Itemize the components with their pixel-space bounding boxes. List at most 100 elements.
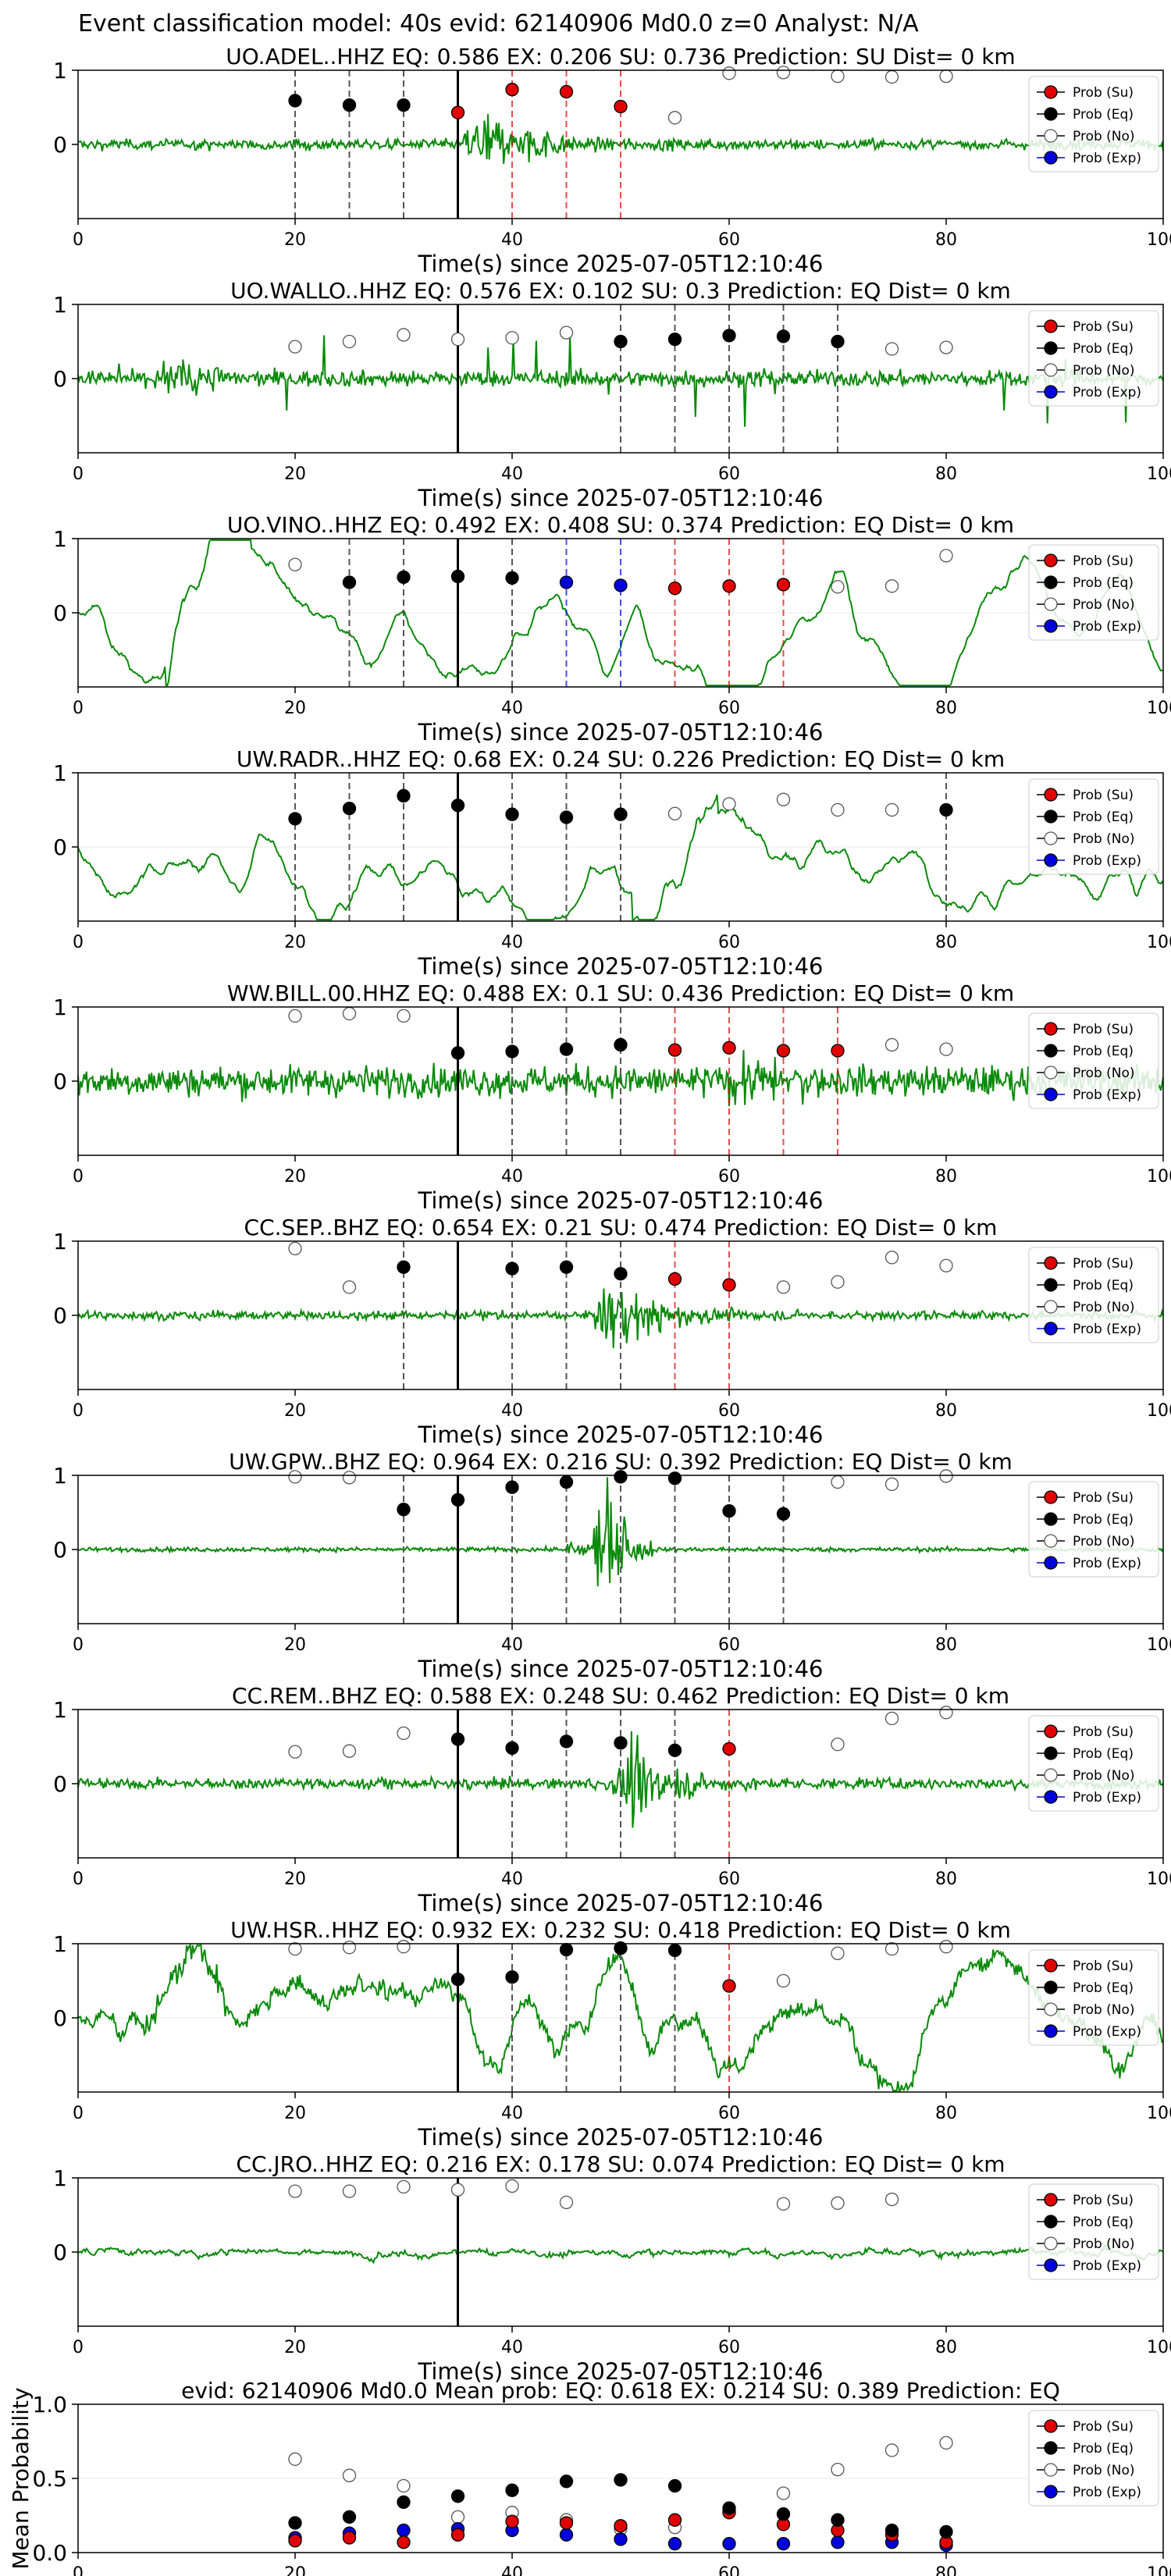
prob-point-eq bbox=[614, 334, 628, 349]
prob-point-no bbox=[397, 1726, 411, 1741]
prob-point-eq bbox=[342, 575, 357, 589]
prob-point-no bbox=[450, 2510, 465, 2524]
legend-label: Prob (Exp) bbox=[1073, 1556, 1141, 1571]
legend-label: Prob (Eq) bbox=[1073, 107, 1134, 123]
xtick-label: 100 bbox=[1147, 1167, 1171, 1187]
legend-label: Prob (Su) bbox=[1073, 2419, 1134, 2435]
prob-point-no bbox=[397, 1940, 411, 1954]
prob-point-eq bbox=[505, 1480, 519, 1494]
prob-point-eq bbox=[450, 1732, 465, 1746]
ytick-label: 1 bbox=[53, 760, 67, 786]
xtick-label: 100 bbox=[1147, 1870, 1171, 1889]
prob-point-eq bbox=[559, 1475, 574, 1489]
prob-point-eq bbox=[667, 1743, 682, 1757]
legend-marker-su bbox=[1044, 1724, 1058, 1738]
prob-point-eq bbox=[776, 329, 791, 343]
ytick-label: 1 bbox=[53, 1697, 67, 1723]
xtick-label: 60 bbox=[718, 1167, 740, 1187]
legend-label: Prob (Su) bbox=[1073, 1256, 1134, 1272]
ytick-label: 1 bbox=[53, 1229, 67, 1254]
xtick-label: 60 bbox=[718, 464, 740, 484]
prob-point-no bbox=[939, 1940, 953, 1954]
prob-point-no bbox=[776, 2486, 791, 2500]
prob-point-su bbox=[505, 83, 519, 97]
legend-marker-exp bbox=[1044, 2258, 1058, 2272]
legend: Prob (Su) Prob (Eq) Prob (No) Prob (Exp) bbox=[1028, 1012, 1159, 1109]
ytick-label: 1 bbox=[53, 1463, 67, 1489]
legend-label: Prob (No) bbox=[1073, 2463, 1135, 2478]
ytick-label: 1 bbox=[53, 292, 67, 318]
legend-label: Prob (No) bbox=[1073, 2002, 1135, 2018]
legend-marker-exp bbox=[1044, 619, 1058, 633]
xtick-label: 80 bbox=[935, 933, 957, 952]
prob-point-no bbox=[722, 66, 736, 80]
legend-box bbox=[1028, 76, 1159, 173]
prob-point-su bbox=[397, 2535, 411, 2549]
prob-point-no bbox=[884, 1711, 899, 1726]
xtick-label: 80 bbox=[935, 2104, 957, 2123]
xtick-label: 60 bbox=[718, 2338, 740, 2357]
xtick-label: 40 bbox=[501, 699, 523, 718]
xtick-label: 40 bbox=[501, 933, 523, 952]
prob-point-su bbox=[559, 84, 574, 99]
legend-marker-eq bbox=[1044, 1278, 1058, 1292]
prob-point-su bbox=[776, 578, 791, 592]
xtick-label: 40 bbox=[501, 464, 523, 484]
legend-box bbox=[1028, 544, 1159, 641]
ytick-label: 1.0 bbox=[32, 2392, 67, 2418]
legend-marker-exp bbox=[1044, 1322, 1058, 1336]
prob-point-eq bbox=[722, 2501, 736, 2515]
x-axis-label: Time(s) since 2025-07-05T12:10:46 bbox=[418, 1890, 824, 1916]
legend-label: Prob (Eq) bbox=[1073, 2215, 1134, 2230]
prob-point-eq bbox=[397, 1260, 411, 1274]
legend-label: Prob (No) bbox=[1073, 2236, 1135, 2252]
prob-point-no bbox=[776, 792, 791, 806]
prob-point-eq bbox=[614, 1267, 628, 1281]
prob-point-eq bbox=[505, 2483, 519, 2497]
legend-label: Prob (No) bbox=[1073, 1534, 1135, 1550]
xtick-label: 100 bbox=[1147, 2338, 1171, 2357]
ytick-label: 0 bbox=[53, 1771, 67, 1797]
prob-point-eq bbox=[831, 334, 845, 349]
legend-label: Prob (Exp) bbox=[1073, 1087, 1141, 1103]
xtick-label: 80 bbox=[935, 1635, 957, 1655]
legend-box bbox=[1028, 1715, 1159, 1812]
legend-marker-eq bbox=[1044, 1746, 1058, 1760]
prob-point-su bbox=[667, 1272, 682, 1286]
prob-point-eq bbox=[559, 2475, 574, 2489]
legend-label: Prob (Eq) bbox=[1073, 1980, 1134, 1996]
prob-point-no bbox=[831, 1737, 845, 1752]
prob-point-no bbox=[884, 342, 899, 356]
legend-marker-no bbox=[1044, 2463, 1058, 2477]
legend-label: Prob (Exp) bbox=[1073, 2024, 1141, 2040]
legend-marker-su bbox=[1044, 1490, 1058, 1504]
xtick-label: 100 bbox=[1147, 2564, 1171, 2576]
legend-label: Prob (Exp) bbox=[1073, 853, 1141, 869]
prob-point-no bbox=[884, 802, 899, 817]
prob-point-eq bbox=[288, 812, 302, 826]
panel-10: evid: 62140906 Md0.0 Mean prob: EQ: 0.61… bbox=[8, 2378, 1171, 2576]
xtick-label: 0 bbox=[73, 2104, 84, 2123]
legend-marker-exp bbox=[1044, 1556, 1058, 1570]
prob-point-no bbox=[288, 1745, 302, 1759]
ytick-label: 0 bbox=[53, 132, 67, 158]
xtick-label: 60 bbox=[718, 2564, 740, 2576]
prob-point-no bbox=[884, 2443, 899, 2457]
xtick-label: 0 bbox=[73, 2338, 84, 2357]
xtick-label: 80 bbox=[935, 2338, 957, 2357]
xtick-label: 100 bbox=[1147, 230, 1171, 250]
x-axis-label: Time(s) since 2025-07-05T12:10:46 bbox=[418, 1656, 824, 1682]
xtick-label: 20 bbox=[284, 933, 306, 952]
prob-point-exp bbox=[614, 578, 628, 592]
legend-marker-eq bbox=[1044, 2215, 1058, 2229]
legend-box bbox=[1028, 1481, 1159, 1578]
legend-marker-su bbox=[1044, 319, 1058, 333]
legend-box bbox=[1028, 1247, 1159, 1343]
xtick-label: 20 bbox=[284, 2338, 306, 2357]
prob-point-no bbox=[450, 332, 465, 347]
xtick-label: 80 bbox=[935, 464, 957, 484]
prob-point-exp bbox=[776, 2536, 791, 2551]
panel-title: UO.ADEL..HHZ EQ: 0.586 EX: 0.206 SU: 0.7… bbox=[226, 44, 1015, 69]
x-axis-label: Time(s) since 2025-07-05T12:10:46 bbox=[418, 251, 824, 277]
xtick-label: 40 bbox=[501, 1635, 523, 1655]
